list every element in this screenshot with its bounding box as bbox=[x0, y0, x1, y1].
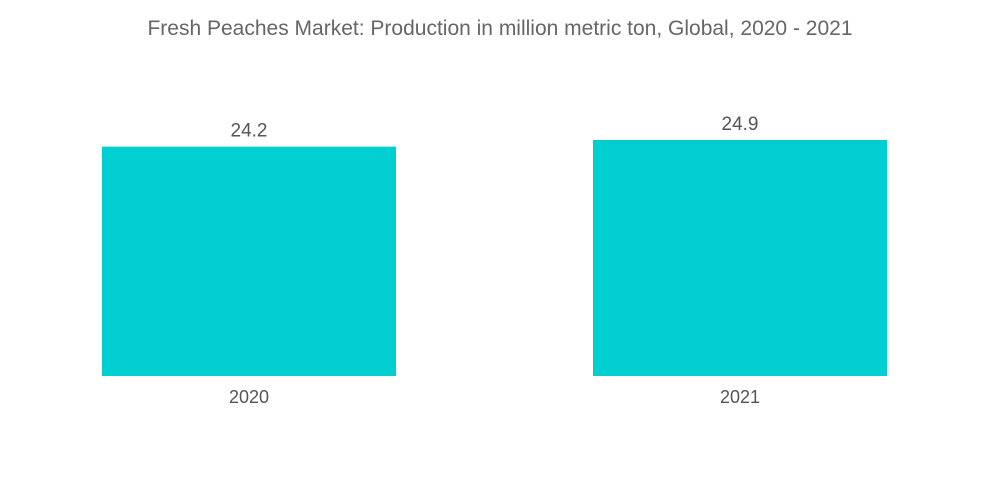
data-label-2021: 24.9 bbox=[722, 114, 759, 135]
chart-title: Fresh Peaches Market: Production in mill… bbox=[147, 17, 853, 40]
bar-2020 bbox=[102, 146, 396, 376]
data-label-2020: 24.2 bbox=[231, 121, 268, 142]
x-tick-label-2021: 2021 bbox=[720, 387, 760, 407]
bar-2021 bbox=[593, 140, 887, 376]
x-tick-label-2020: 2020 bbox=[229, 387, 269, 407]
